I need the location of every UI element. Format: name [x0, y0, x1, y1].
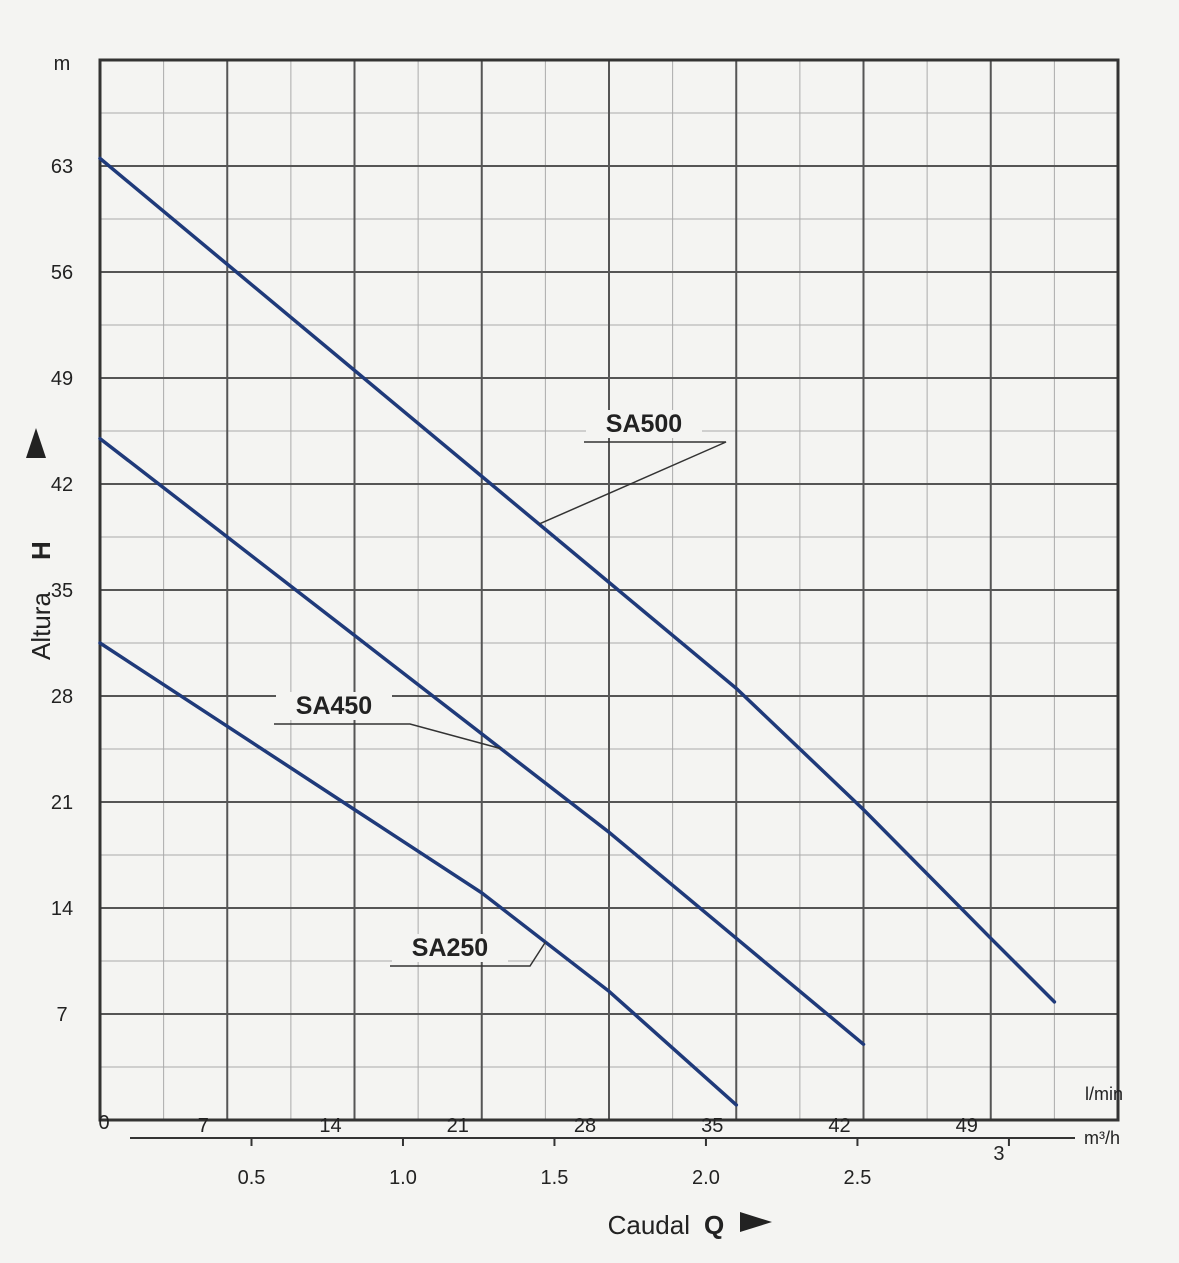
- y-tick-label: 14: [51, 898, 73, 920]
- x-primary-tick-label: 49: [956, 1115, 978, 1137]
- plot-border: [98, 58, 1120, 1122]
- leader-line-sa500: [538, 441, 727, 525]
- x-primary-tick-label: 14: [319, 1115, 341, 1137]
- x-secondary-tick-label: 1.5: [541, 1167, 569, 1189]
- series-lines: [98, 156, 1057, 1107]
- x-primary-tick-label: 21: [447, 1115, 469, 1137]
- series-label-bg: [276, 692, 392, 720]
- x-origin-label: 0: [98, 1112, 109, 1134]
- y-tick-label: 49: [51, 368, 73, 390]
- series-label-sa250: SA250: [412, 934, 488, 962]
- series-label-sa450: SA450: [296, 692, 372, 720]
- series-line-sa250: [98, 641, 739, 1107]
- x-primary-tick-label: 35: [701, 1115, 723, 1137]
- x-secondary-tick-label: 0.5: [238, 1167, 266, 1189]
- leader-line-sa250: [390, 941, 547, 967]
- y-tick-label: 42: [51, 474, 73, 496]
- grid: [100, 60, 1118, 1120]
- x-primary-tick-label: 42: [828, 1115, 850, 1137]
- series-line-sa500: [98, 156, 1057, 1004]
- y-tick-label: 35: [51, 580, 73, 602]
- y-axis-title: Altura: [26, 592, 56, 660]
- y-tick-label: 7: [56, 1004, 67, 1026]
- leader-line-sa450: [274, 723, 501, 750]
- x-primary-tick-label: 7: [198, 1115, 209, 1137]
- x-axis-arrow-icon: [740, 1212, 772, 1232]
- x-primary-tick-label: 28: [574, 1115, 596, 1137]
- y-tick-label: 21: [51, 792, 73, 814]
- y-unit-label: m: [54, 53, 71, 75]
- series-line-sa450: [98, 436, 866, 1047]
- y-axis-arrow-icon: [26, 428, 46, 458]
- x-primary-unit-label: l/min: [1085, 1084, 1123, 1104]
- tick-labels: 7 14 21 28 35 42 49 56 63 7 14 21 28 35 42 49 0.5 1.0 1.5 2…: [51, 156, 1010, 1189]
- x-axis-title: Caudal: [608, 1210, 690, 1240]
- x-secondary-tick-label: 3: [993, 1143, 1004, 1165]
- x-secondary-tick-label: 1.0: [389, 1167, 417, 1189]
- y-axis-symbol: H: [26, 541, 56, 560]
- series-labels: SA500 SA450 SA250: [276, 410, 702, 962]
- x-secondary-tick-label: 2.0: [692, 1167, 720, 1189]
- plot-frame: [98, 58, 1120, 1139]
- series-label-bg: [586, 410, 702, 438]
- labels: m 0 l/min m³/h Caudal Q Altura H: [26, 53, 1123, 1240]
- y-tick-label: 56: [51, 262, 73, 284]
- x-secondary-unit-label: m³/h: [1084, 1128, 1120, 1148]
- y-tick-label: 28: [51, 686, 73, 708]
- x-axis-symbol: Q: [704, 1210, 724, 1240]
- y-tick-label: 63: [51, 156, 73, 178]
- x-secondary-tick-label: 2.5: [844, 1167, 872, 1189]
- series-label-bg: [392, 934, 508, 962]
- series-label-sa500: SA500: [606, 410, 682, 438]
- series-leaders: [274, 441, 727, 967]
